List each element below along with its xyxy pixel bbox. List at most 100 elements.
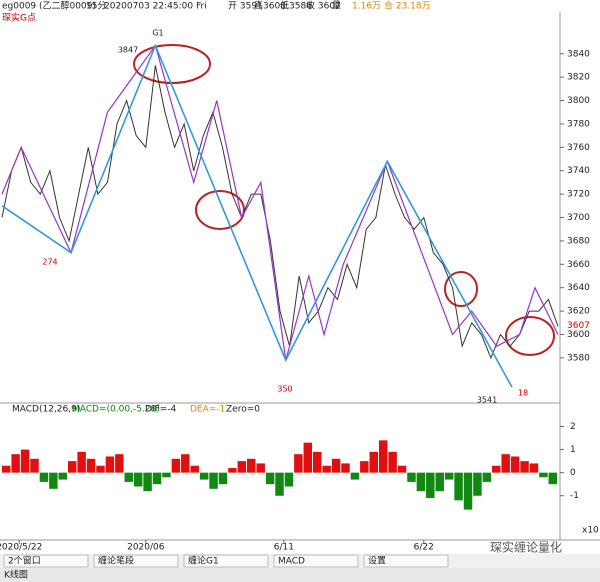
macd-bar (312, 451, 322, 473)
series-line (1, 65, 559, 360)
y-tick-label: 3640 (567, 283, 590, 293)
annotation: G1 (152, 29, 163, 38)
quote-field: 开 3591 (228, 1, 263, 12)
axis-unit: x10 (582, 526, 599, 536)
macd-bar (331, 458, 341, 473)
macd-bar (303, 442, 313, 473)
y-tick-label: 3840 (567, 49, 590, 59)
macd-bar (388, 451, 397, 473)
annotation: 274 (42, 258, 57, 267)
macd-bar (548, 472, 558, 485)
macd-bar (407, 472, 416, 482)
macd-bar (492, 465, 501, 473)
series-line (1, 43, 513, 388)
macd-bar (350, 472, 360, 480)
highlight-circle (505, 316, 555, 356)
indicator-stat: MACD=(0.00,-5.28) (72, 405, 160, 415)
macd-bar (275, 472, 284, 496)
macd-bar (369, 451, 379, 473)
watermark: 琛实缠论量化 (490, 540, 562, 555)
macd-bar (190, 465, 199, 473)
macd-bar (247, 458, 256, 473)
y-tick-label: 3700 (567, 213, 590, 223)
macd-bar (218, 472, 228, 485)
macd-bar (2, 465, 11, 473)
y-tick-label: 3780 (567, 119, 590, 129)
tab-label[interactable]: K线图 (4, 569, 28, 581)
datetime: 20200703 22:45:00 Fri (104, 2, 207, 12)
toolbar-button[interactable] (183, 554, 269, 568)
y-tick-label: 2 (570, 422, 576, 432)
macd-bar (341, 463, 350, 473)
macd-bar (454, 472, 463, 501)
indicator-title: MACD(12,26,9) (12, 405, 80, 415)
macd-bar (105, 456, 115, 473)
toolbar-label[interactable]: 缠论笔段 (98, 555, 134, 567)
y-tick-label: 0 (570, 468, 576, 478)
macd-bar (162, 472, 171, 478)
y-tick-label: 3620 (567, 307, 590, 317)
macd-bar (11, 454, 20, 473)
x-tick-label: 6/22 (414, 543, 434, 553)
macd-bar (86, 458, 96, 473)
y-tick-label: 3580 (567, 353, 590, 363)
macd-bar (58, 472, 68, 480)
macd-bar (360, 461, 369, 473)
macd-bar (473, 472, 482, 496)
macd-bar (256, 463, 265, 473)
highlight-circle (195, 190, 245, 230)
y-tick-label: 3800 (567, 96, 590, 106)
macd-bar (416, 472, 426, 492)
highlight-circle (444, 271, 478, 307)
macd-bar (181, 454, 190, 473)
toolbar-label[interactable]: 设置 (368, 556, 386, 567)
macd-bar (20, 449, 30, 473)
macd-bar (265, 472, 275, 485)
toolbar-label[interactable]: 缠论G1 (188, 555, 219, 567)
annotation: 3541 (477, 396, 497, 405)
indicator-stat: DEA=-1 (190, 405, 225, 415)
macd-bar (435, 472, 444, 492)
macd-bar (30, 458, 39, 473)
symbol: eg0009 (乙二醇0009) (2, 0, 96, 12)
x-tick-label: 2020/5/22 (0, 543, 42, 553)
y-tick-label: 3740 (567, 166, 590, 176)
toolbar-button[interactable] (273, 554, 359, 568)
quote-field: 低3586 (280, 0, 312, 12)
indicator-stat: DIF=-4 (145, 405, 177, 415)
y-tick-label: -1 (570, 491, 579, 501)
y-tick-label: 3660 (567, 260, 590, 270)
macd-bar (510, 456, 520, 473)
x-tick-label: 2020/06 (127, 543, 165, 553)
macd-bar (397, 465, 407, 473)
indicator-stat: Zero=0 (226, 405, 260, 415)
highlight-circle (133, 44, 211, 84)
macd-bar (77, 451, 86, 473)
indicator: 琛实G点 (2, 12, 36, 24)
toolbar-button[interactable] (3, 554, 89, 568)
macd-bar (49, 472, 58, 489)
quote-field: 收 3607 (306, 0, 341, 12)
macd-bar (143, 472, 152, 492)
macd-bar (444, 472, 454, 480)
toolbar-button[interactable] (93, 554, 179, 568)
macd-bar (463, 472, 473, 510)
quote-field: 量 (332, 1, 341, 12)
toolbar-button[interactable] (363, 554, 449, 568)
series-line (1, 44, 559, 361)
toolbar-label[interactable]: MACD (278, 557, 305, 567)
macd-bar (115, 454, 124, 473)
toolbar-label[interactable]: 2个窗口 (8, 555, 41, 567)
macd-bar (133, 472, 143, 487)
macd-bar (378, 440, 388, 473)
macd-bar (228, 468, 237, 473)
open-interest: 合 23.18万 (384, 0, 431, 12)
y-tick-label: 3720 (567, 190, 590, 200)
y-tick-label: 3600 (567, 330, 590, 340)
macd-bar (199, 472, 209, 480)
macd-bar (294, 454, 303, 473)
y-tick-label: 3820 (567, 73, 590, 83)
